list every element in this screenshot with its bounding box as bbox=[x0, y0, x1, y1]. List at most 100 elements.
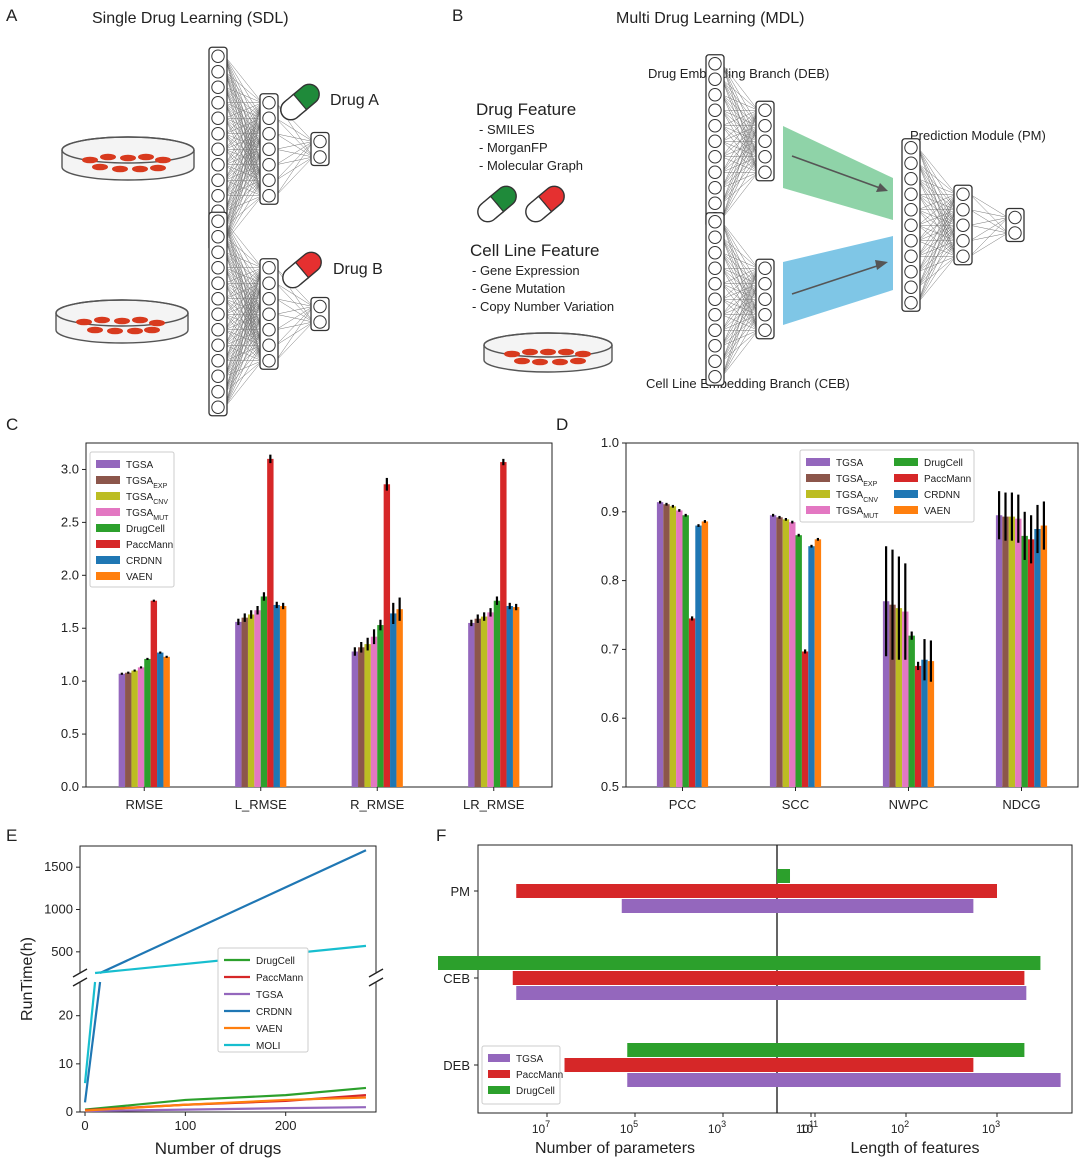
nn-node bbox=[956, 234, 970, 248]
nn-edge bbox=[917, 194, 957, 210]
nn-node bbox=[904, 249, 918, 263]
nn-node bbox=[262, 127, 276, 141]
bar bbox=[506, 606, 513, 787]
bar bbox=[273, 604, 280, 787]
nn-node bbox=[904, 296, 918, 310]
legend-frame bbox=[799, 449, 975, 523]
legend-swatch bbox=[96, 460, 120, 468]
legend-swatch bbox=[806, 490, 830, 498]
bar bbox=[500, 462, 507, 787]
y-tick-label: 0.6 bbox=[601, 710, 619, 725]
nn-edge bbox=[721, 252, 759, 269]
bar bbox=[235, 621, 242, 787]
bar bbox=[695, 525, 702, 787]
nn-node bbox=[211, 214, 225, 228]
x-tick-label: LR_RMSE bbox=[463, 797, 525, 812]
nn-edge bbox=[224, 133, 263, 243]
legend-label: CRDNN bbox=[126, 556, 162, 567]
nn-edge bbox=[275, 141, 314, 181]
y-tick-label: 0 bbox=[66, 1104, 73, 1119]
bar bbox=[776, 517, 783, 787]
nn-node bbox=[758, 261, 772, 275]
y-tick-label: 10 bbox=[59, 1056, 73, 1071]
nn-node bbox=[211, 307, 225, 321]
line-series bbox=[83, 981, 102, 1103]
nn-node bbox=[758, 277, 772, 291]
bar bbox=[669, 506, 677, 787]
nn-node bbox=[262, 323, 276, 337]
nn-edge bbox=[224, 267, 263, 361]
y-tick-label: DEB bbox=[443, 1058, 470, 1073]
nn-edge bbox=[224, 283, 263, 408]
drug-b-label: Drug B bbox=[333, 261, 383, 278]
y-axis-label: RunTime(h) bbox=[19, 937, 36, 1021]
bar bbox=[125, 672, 132, 787]
legend-label: PaccMann bbox=[516, 1070, 563, 1081]
nn-node bbox=[708, 308, 722, 322]
bar bbox=[789, 522, 796, 787]
legend: TGSA PaccMann DrugCell bbox=[481, 1045, 563, 1105]
nn-node bbox=[758, 119, 772, 133]
legend-label: TGSA bbox=[836, 458, 864, 469]
drug-feature-item: - Molecular Graph bbox=[479, 158, 584, 173]
nn-edge bbox=[721, 268, 759, 284]
bar bbox=[1002, 516, 1009, 787]
nn-edge bbox=[721, 110, 759, 142]
bar bbox=[895, 608, 903, 787]
axis-break-mark bbox=[368, 968, 384, 978]
x-tick-label: L_RMSE bbox=[235, 797, 287, 812]
nn-node bbox=[262, 142, 276, 156]
nn-edge bbox=[224, 267, 263, 408]
nn-edge bbox=[224, 267, 263, 315]
x-tick-label: SCC bbox=[782, 797, 809, 812]
legend-swatch bbox=[806, 474, 830, 482]
feature-bar bbox=[777, 1043, 1025, 1057]
nn-node bbox=[211, 338, 225, 352]
nn-node bbox=[758, 292, 772, 306]
y-tick-label: 3.0 bbox=[61, 461, 79, 476]
nn-node bbox=[708, 103, 722, 117]
nn-node bbox=[956, 249, 970, 263]
bar bbox=[688, 618, 696, 787]
nn-edge bbox=[224, 267, 263, 299]
nn-node bbox=[758, 165, 772, 179]
legend-frame bbox=[89, 451, 175, 588]
nn-node bbox=[262, 173, 276, 187]
nn-edge bbox=[275, 141, 314, 196]
bar bbox=[701, 521, 709, 787]
nn-node bbox=[211, 127, 225, 141]
chart-c: 0.0 0.5 1.0 1.5 2.0 2.5 3.0 RMSE L_RMSE R_RMSE LR_… bbox=[61, 442, 553, 812]
nn-node bbox=[904, 234, 918, 248]
nn-edge bbox=[917, 240, 957, 303]
y-tick-label: 1.5 bbox=[61, 620, 79, 635]
param-bar bbox=[516, 884, 777, 898]
x-tick-label: PCC bbox=[669, 797, 696, 812]
plot-frame bbox=[477, 844, 1073, 1114]
nn-edge bbox=[224, 267, 263, 377]
bar bbox=[351, 651, 359, 787]
nn-edge bbox=[224, 102, 263, 212]
nn-node bbox=[211, 65, 225, 79]
param-bar bbox=[627, 1073, 777, 1087]
bar bbox=[157, 652, 164, 787]
capsule-red-icon bbox=[525, 185, 565, 223]
panel-letter-f: F bbox=[436, 826, 447, 845]
legend-swatch bbox=[894, 506, 918, 514]
nn-edge bbox=[224, 267, 263, 346]
legend-label: PaccMann bbox=[126, 540, 173, 551]
x-tick-label: NWPC bbox=[889, 797, 929, 812]
nn-edge bbox=[224, 236, 263, 268]
nn-edge bbox=[917, 256, 957, 303]
bar bbox=[1027, 539, 1035, 787]
legend-label: PaccMann bbox=[924, 474, 971, 485]
nn-node bbox=[1008, 226, 1022, 240]
nn-node bbox=[708, 323, 722, 337]
nn-node bbox=[211, 80, 225, 94]
bar bbox=[1021, 535, 1028, 787]
nn-edge bbox=[917, 194, 957, 303]
left-x-axis-label: Number of parameters bbox=[535, 1140, 695, 1157]
nn-edge bbox=[917, 147, 957, 195]
y-tick-label: CEB bbox=[443, 971, 470, 986]
nn-edge bbox=[917, 209, 957, 303]
bar bbox=[1008, 516, 1016, 787]
